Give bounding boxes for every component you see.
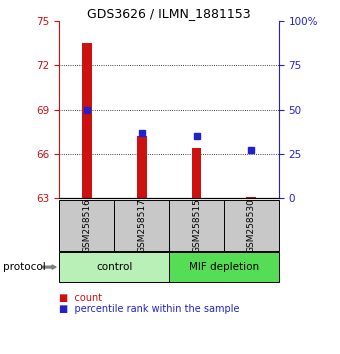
Bar [59,200,114,251]
Bar [82,44,92,198]
Bar [246,197,256,198]
Text: GSM258516: GSM258516 [82,198,91,253]
Text: GSM258517: GSM258517 [137,198,146,253]
Bar [114,200,169,251]
Text: control: control [96,262,133,272]
Bar [137,136,147,198]
Text: protocol: protocol [3,262,46,272]
Text: ■  count: ■ count [59,293,103,303]
Text: GSM258515: GSM258515 [192,198,201,253]
Bar [169,252,279,282]
Text: GSM258530: GSM258530 [247,198,256,253]
Bar [59,252,169,282]
Bar [224,200,279,251]
Title: GDS3626 / ILMN_1881153: GDS3626 / ILMN_1881153 [87,7,251,20]
Bar [192,148,202,198]
Text: MIF depletion: MIF depletion [189,262,259,272]
Bar [169,200,224,251]
Text: ■  percentile rank within the sample: ■ percentile rank within the sample [59,304,240,314]
